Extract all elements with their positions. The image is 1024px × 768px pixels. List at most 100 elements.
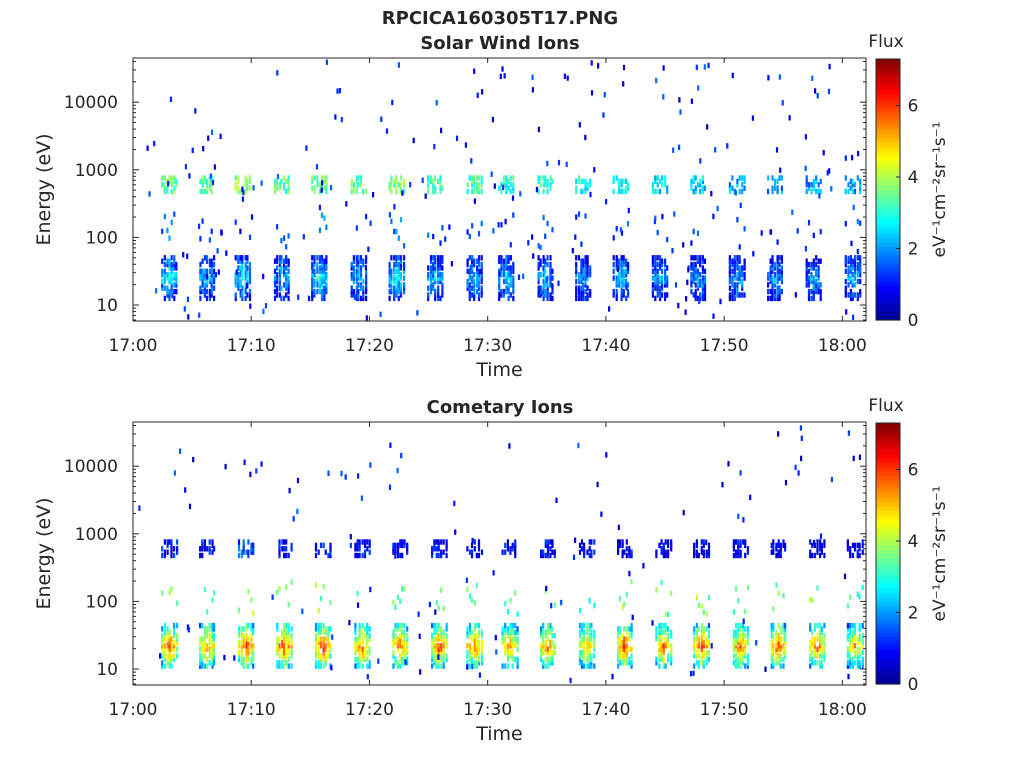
flux-cell: [440, 636, 443, 642]
flux-cell: [551, 643, 554, 649]
flux-cell: [544, 649, 547, 656]
flux-cell: [406, 626, 409, 632]
flux-cell: [323, 268, 326, 274]
flux-cell: [429, 268, 433, 274]
flux-cell: [163, 213, 166, 220]
flux-cell: [659, 278, 662, 285]
flux-cell: [246, 182, 249, 188]
flux-cell: [498, 275, 501, 281]
flux-cell: [628, 636, 631, 642]
flux-cell: [819, 546, 822, 552]
flux-cell: [208, 288, 211, 295]
flux-cell: [696, 295, 700, 302]
colorbar-segment: [876, 618, 900, 624]
flux-cell: [388, 295, 391, 302]
flux-cell: [553, 602, 556, 608]
flux-cell: [507, 288, 510, 295]
flux-cell: [857, 150, 860, 157]
flux-cell: [667, 549, 670, 555]
colorbar-segment: [876, 137, 900, 143]
flux-cell: [852, 314, 855, 320]
flux-cell: [205, 188, 209, 195]
flux-cell: [288, 487, 291, 494]
flux-cell: [703, 275, 707, 281]
flux-cell: [851, 265, 854, 271]
flux-cell: [809, 552, 812, 559]
flux-cell: [247, 549, 250, 555]
colorbar-segment: [876, 241, 900, 247]
flux-cell: [287, 175, 290, 181]
flux-cell: [471, 188, 474, 195]
flux-cell: [365, 188, 368, 195]
flux-cell: [365, 255, 368, 261]
colorbar-segment: [876, 449, 900, 455]
flux-cell: [208, 295, 211, 302]
flux-cell: [427, 265, 430, 271]
flux-cell: [392, 643, 395, 649]
flux-cell: [699, 178, 702, 185]
flux-cell: [852, 455, 855, 462]
flux-cell: [163, 272, 166, 278]
flux-cell: [471, 261, 474, 268]
flux-cell: [511, 622, 514, 629]
flux-cell: [330, 184, 333, 191]
flux-cell: [237, 639, 241, 646]
flux-cell: [395, 268, 398, 274]
flux-cell: [168, 589, 171, 596]
flux-cell: [473, 546, 476, 552]
flux-cell: [283, 546, 286, 552]
flux-cell: [732, 660, 735, 666]
flux-cell: [546, 622, 550, 629]
flux-cell: [588, 656, 591, 663]
flux-cell: [444, 236, 447, 242]
flux-cell: [168, 539, 171, 545]
flux-cell: [849, 292, 852, 298]
flux-cell: [664, 663, 667, 669]
flux-cell: [161, 272, 164, 278]
flux-cell: [705, 649, 708, 656]
flux-cell: [810, 261, 813, 268]
flux-cell: [320, 295, 324, 302]
flux-cell: [773, 265, 777, 271]
flux-cell: [767, 295, 770, 302]
flux-cell: [318, 265, 322, 271]
flux-cell: [205, 268, 209, 274]
flux-cell: [553, 643, 556, 649]
flux-cell: [773, 292, 777, 298]
flux-cell: [741, 285, 744, 291]
flux-cell: [435, 552, 438, 559]
flux-cell: [858, 622, 861, 629]
flux-cell: [819, 636, 822, 642]
flux-cell: [819, 646, 822, 652]
colorbar-frame: [875, 58, 901, 321]
flux-cell: [625, 268, 628, 274]
flux-cell: [477, 285, 481, 291]
flux-cell: [163, 182, 166, 188]
flux-cell: [250, 549, 253, 555]
flux-cell: [822, 150, 825, 156]
flux-cell: [551, 549, 554, 555]
flux-cell: [435, 626, 438, 632]
flux-cell: [590, 90, 594, 96]
flux-cell: [586, 646, 589, 652]
flux-cell: [176, 622, 179, 629]
flux-cell: [478, 269, 481, 275]
flux-cell: [329, 552, 332, 559]
flux-cell: [623, 549, 626, 555]
flux-cell: [695, 660, 698, 666]
flux-cell: [667, 653, 670, 659]
flux-cell: [475, 552, 478, 559]
flux-cell: [401, 552, 404, 559]
flux-cell: [542, 552, 545, 559]
flux-cell: [810, 182, 813, 188]
flux-cell: [738, 258, 741, 264]
flux-cell: [431, 646, 434, 652]
flux-cell: [358, 663, 361, 669]
flux-cell: [393, 275, 396, 281]
flux-cell: [796, 228, 799, 234]
flux-cell: [285, 626, 288, 632]
flux-cell: [505, 182, 508, 188]
flux-cell: [776, 261, 779, 268]
flux-cell: [273, 182, 277, 188]
flux-cell: [504, 636, 507, 642]
